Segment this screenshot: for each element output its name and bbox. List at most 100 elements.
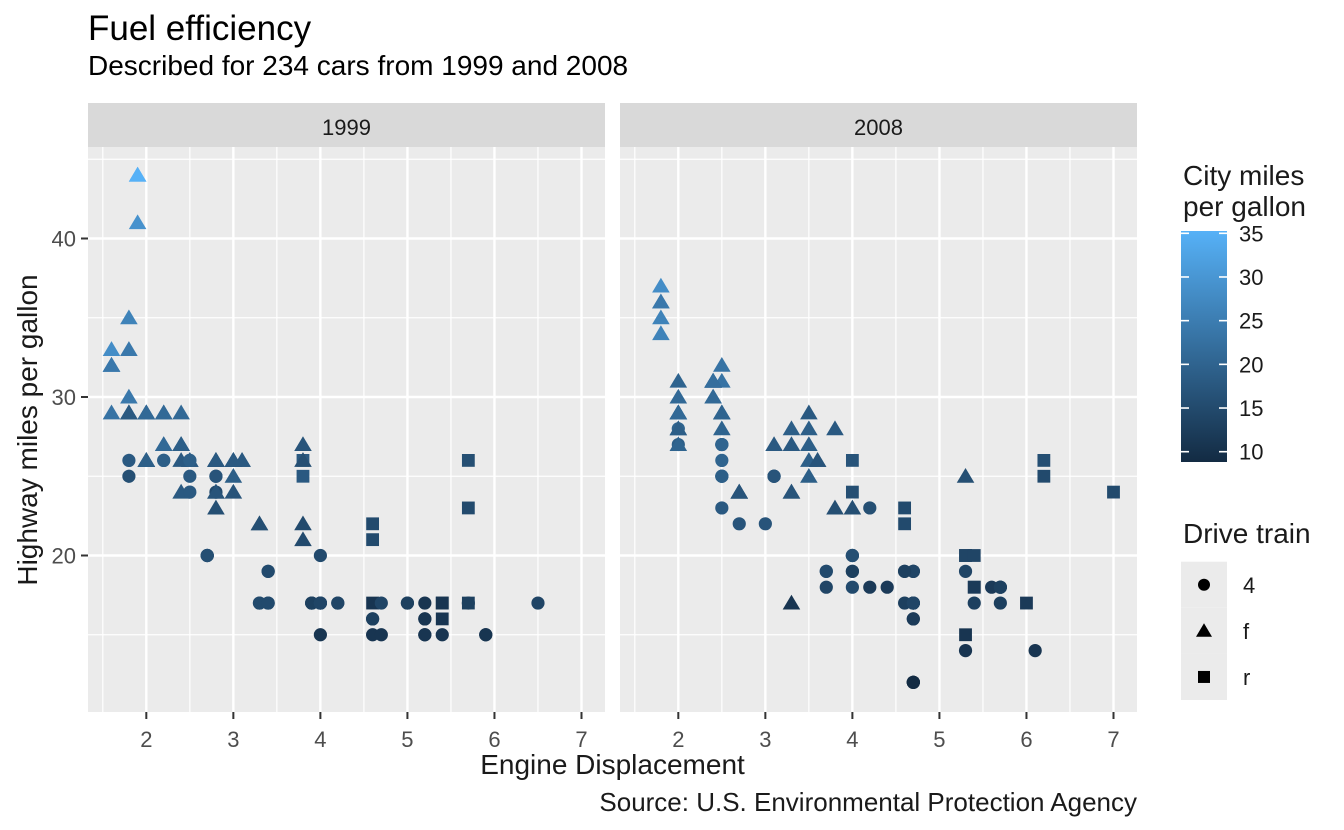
data-point xyxy=(782,594,801,610)
data-point xyxy=(826,420,844,436)
data-point xyxy=(715,437,729,452)
data-point xyxy=(183,485,197,499)
data-point xyxy=(1020,596,1033,610)
data-point xyxy=(531,596,545,610)
data-point xyxy=(313,548,327,563)
data-point xyxy=(137,404,156,420)
data-point xyxy=(461,596,475,610)
legend-key-label: 4 xyxy=(1243,573,1255,598)
facet-strip-label: 1999 xyxy=(322,115,371,140)
data-point xyxy=(313,628,327,642)
y-tick-label: 40 xyxy=(52,227,76,252)
plot-title: Fuel efficiency xyxy=(88,9,312,48)
data-point xyxy=(669,372,688,388)
data-point xyxy=(715,453,729,467)
colorbar-tick-label: 20 xyxy=(1239,352,1263,377)
data-point xyxy=(800,420,818,436)
data-point xyxy=(418,628,432,642)
data-point xyxy=(800,436,818,452)
data-point xyxy=(993,596,1007,610)
data-point xyxy=(880,580,894,594)
data-point xyxy=(120,404,138,420)
legend-key-label: f xyxy=(1243,619,1250,644)
data-point xyxy=(845,548,859,563)
data-point xyxy=(183,469,197,483)
facet-strip-label: 2008 xyxy=(854,115,903,140)
data-point xyxy=(207,483,225,499)
data-point xyxy=(845,564,859,578)
x-tick-label: 7 xyxy=(1107,727,1119,752)
data-point xyxy=(782,420,801,436)
panel-background xyxy=(88,147,605,712)
data-point xyxy=(782,436,801,452)
legend-key-glyph-circle xyxy=(1198,578,1210,591)
data-point xyxy=(898,501,912,515)
data-point xyxy=(120,341,138,356)
data-point xyxy=(713,404,731,420)
x-tick-label: 2 xyxy=(672,727,684,752)
data-point xyxy=(122,453,136,467)
data-point xyxy=(435,628,449,642)
x-tick-label: 3 xyxy=(227,727,239,752)
panel-background xyxy=(620,147,1137,712)
data-point xyxy=(967,549,981,562)
data-point xyxy=(993,580,1007,594)
colorbar xyxy=(1181,231,1227,462)
data-point xyxy=(435,596,449,610)
legend-key-label: r xyxy=(1243,665,1250,690)
plot-subtitle: Described for 234 cars from 1999 and 200… xyxy=(88,50,629,81)
data-point xyxy=(704,372,722,388)
data-point xyxy=(958,644,973,658)
data-point xyxy=(102,357,121,372)
data-point xyxy=(967,580,981,594)
data-point xyxy=(669,404,688,420)
shape-legend-title: Drive train xyxy=(1183,518,1311,549)
data-point xyxy=(782,483,801,499)
data-point xyxy=(224,467,243,483)
data-point xyxy=(652,277,670,293)
colorbar-tick-label: 15 xyxy=(1239,396,1263,421)
data-point xyxy=(200,548,214,563)
data-point xyxy=(843,499,862,515)
data-point xyxy=(479,628,493,642)
data-point xyxy=(102,341,121,356)
data-point xyxy=(296,469,310,483)
x-tick-label: 5 xyxy=(401,727,413,752)
data-point xyxy=(765,436,783,452)
data-point xyxy=(967,596,981,610)
data-point xyxy=(713,420,731,436)
data-point xyxy=(906,596,920,610)
data-point xyxy=(959,628,972,642)
legend-key-glyph-square xyxy=(1198,670,1210,683)
data-point xyxy=(704,388,722,404)
facet-strip xyxy=(88,103,605,147)
data-point xyxy=(652,309,670,325)
data-point xyxy=(652,293,670,309)
data-point xyxy=(294,531,312,547)
data-point xyxy=(767,469,781,483)
data-point xyxy=(956,467,975,483)
data-point xyxy=(207,452,225,467)
data-point xyxy=(172,404,190,420)
y-tick-label: 20 xyxy=(52,544,76,569)
data-point xyxy=(1037,454,1051,467)
data-point xyxy=(906,675,920,689)
data-point xyxy=(669,436,688,452)
data-point xyxy=(863,580,877,594)
x-tick-label: 7 xyxy=(575,727,587,752)
data-point xyxy=(400,596,415,610)
data-point xyxy=(157,453,171,467)
x-tick-label: 6 xyxy=(1020,727,1032,752)
data-point xyxy=(898,564,912,578)
data-point xyxy=(137,452,156,467)
data-point xyxy=(294,436,312,452)
colorbar-tick-label: 35 xyxy=(1239,221,1263,246)
data-point xyxy=(418,596,432,610)
data-point xyxy=(313,596,327,610)
data-point xyxy=(209,469,223,483)
data-point xyxy=(652,325,670,341)
data-point xyxy=(800,404,818,420)
data-point xyxy=(120,388,138,404)
data-point xyxy=(250,515,269,531)
